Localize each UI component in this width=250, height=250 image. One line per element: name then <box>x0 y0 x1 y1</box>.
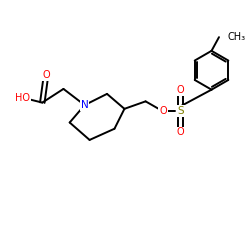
Text: CH₃: CH₃ <box>228 32 246 42</box>
Text: O: O <box>176 128 184 138</box>
Text: HO: HO <box>15 93 30 103</box>
Text: N: N <box>81 100 88 110</box>
Text: O: O <box>176 85 184 95</box>
Text: O: O <box>42 70 50 80</box>
Text: S: S <box>177 106 184 116</box>
Text: O: O <box>159 106 167 116</box>
